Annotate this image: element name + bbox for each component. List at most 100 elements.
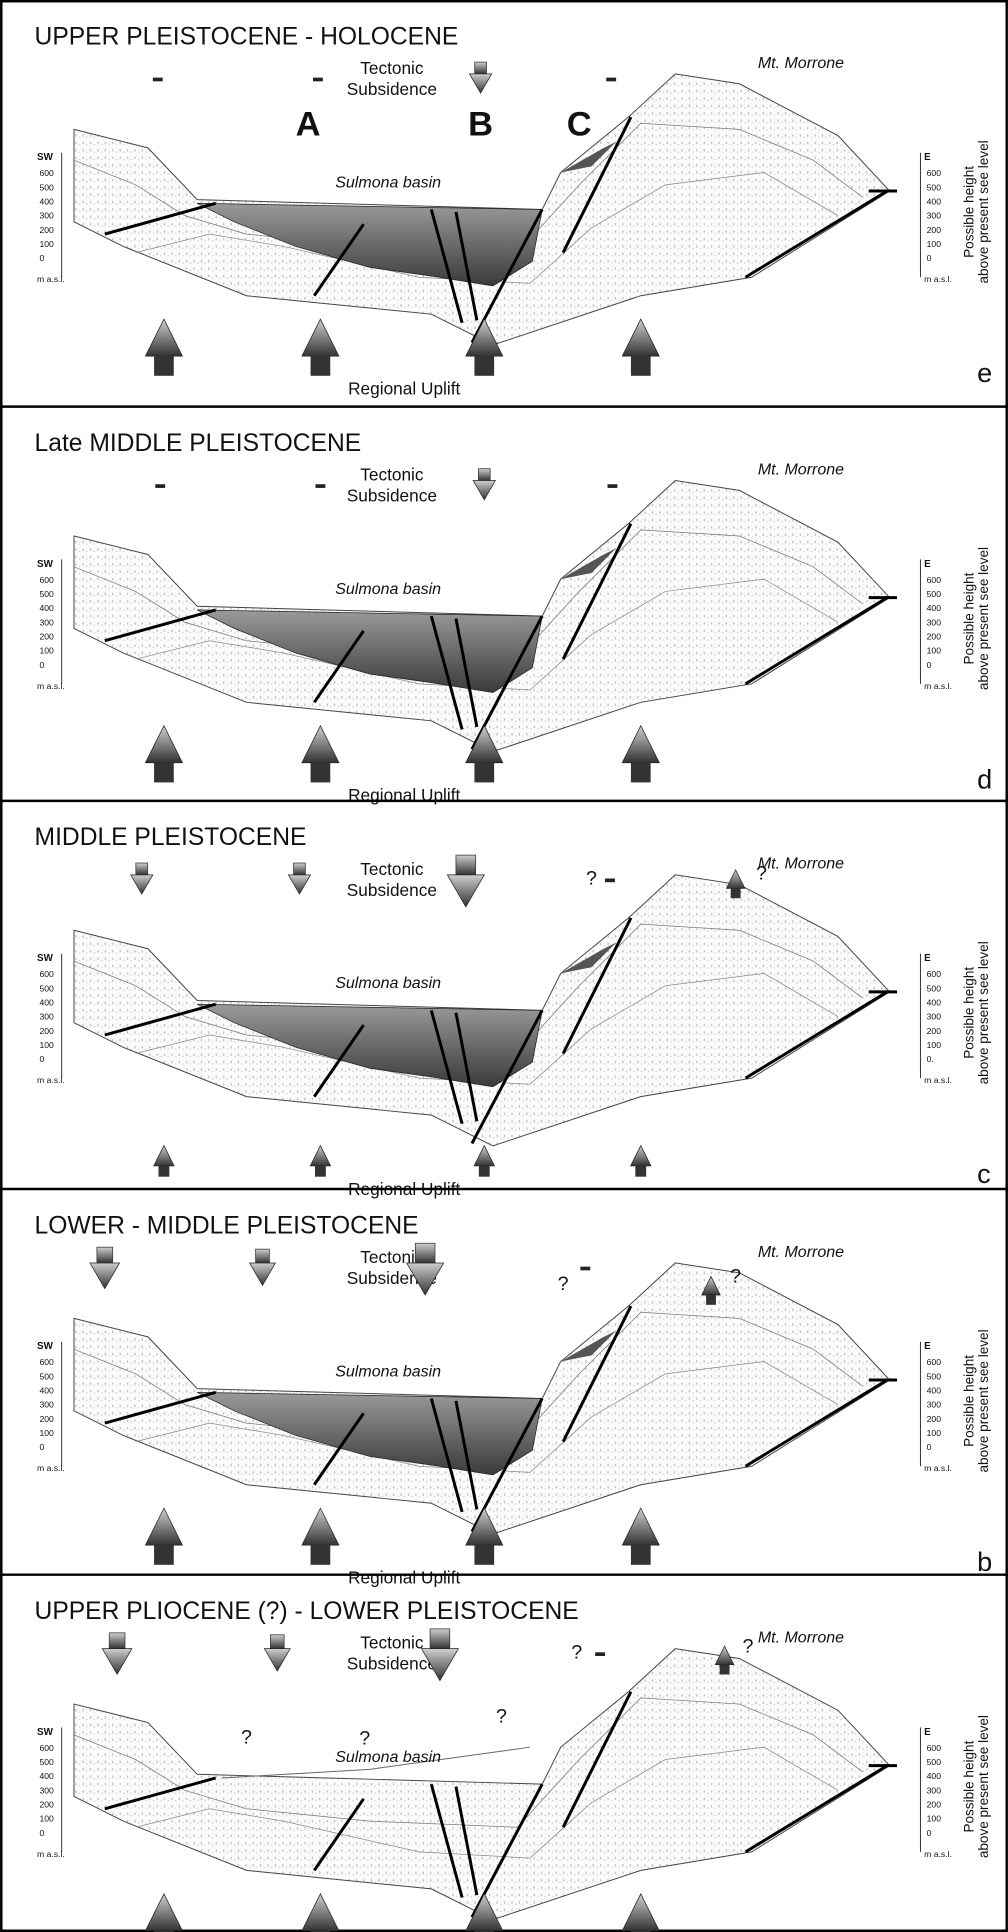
uplift-arrow-base — [311, 763, 331, 783]
scale-tick-label: 300 — [927, 211, 942, 221]
scale-tick-label: 600 — [39, 168, 54, 178]
basin-label: Sulmona basin — [335, 174, 441, 191]
panel: Late MIDDLE PLEISTOCENEdTectonicSubsiden… — [0, 407, 1008, 805]
scale-tick-label: 0 — [39, 660, 44, 670]
scale-unit: m a.s.l. — [924, 681, 952, 691]
scale-note: Possible height — [961, 1355, 976, 1447]
scale-tick-label: 300 — [927, 1400, 942, 1410]
scale-tick-label: 0 — [927, 660, 932, 670]
uplift-arrow — [302, 726, 339, 763]
neutral-marker — [608, 484, 618, 488]
scale-tick-label: 300 — [927, 1012, 942, 1022]
scale-head: E — [924, 1727, 931, 1738]
uplift-arrow — [145, 1508, 182, 1545]
uplift-arrow — [310, 1146, 330, 1166]
scale-tick-label: 100 — [927, 239, 942, 249]
subsidence-arrow-base — [270, 1635, 284, 1649]
subsidence-label: Tectonic — [360, 58, 424, 78]
uplift-arrow — [726, 870, 744, 888]
uplift-arrow-base — [474, 356, 494, 376]
scale-tick-label: 0 — [39, 1828, 44, 1838]
scale-tick-label: 300 — [39, 1400, 54, 1410]
scale-tick-label: 300 — [39, 211, 54, 221]
scale-tick-label: 400 — [39, 1386, 54, 1396]
panel-letter: e — [977, 357, 992, 388]
subsidence-label: Tectonic — [360, 1633, 424, 1653]
scale-tick-label: 100 — [39, 1040, 54, 1050]
uplift-arrow-base — [706, 1295, 716, 1305]
panel: LOWER - MIDDLE PLEISTOCENEbTectonicSubsi… — [0, 1189, 1008, 1587]
neutral-marker — [315, 484, 325, 488]
scale-tick-label: 500 — [39, 182, 54, 192]
scale-unit: m a.s.l. — [37, 1463, 65, 1473]
uplift-arrow-base — [635, 1166, 646, 1177]
subsidence-arrow — [288, 875, 310, 894]
scale-tick-label: 200 — [927, 1414, 942, 1424]
scale-tick-label: 200 — [39, 225, 54, 235]
uplift-arrow — [622, 1508, 659, 1545]
scale-tick-label: 500 — [927, 1757, 942, 1767]
neutral-marker — [605, 879, 615, 883]
scale-tick-label: 500 — [927, 589, 942, 599]
uplift-arrow-base — [720, 1665, 730, 1675]
question-mark: ? — [496, 1706, 507, 1728]
scale-tick-label: 600 — [927, 168, 942, 178]
question-mark: ? — [586, 868, 597, 890]
neutral-marker — [153, 78, 163, 82]
figure: UPPER PLEISTOCENE - HOLOCENEeTectonicSub… — [0, 0, 1008, 1932]
scale-note: Possible height — [961, 967, 976, 1059]
scale-head: SW — [37, 1341, 54, 1352]
uplift-arrow-base — [474, 763, 494, 783]
panel-title: UPPER PLIOCENE (?) - LOWER PLEISTOCENE — [35, 1598, 579, 1625]
scale-tick-label: 400 — [39, 1771, 54, 1781]
scale-note: Possible height — [961, 1740, 976, 1832]
subsidence-label: Subsidence — [347, 79, 437, 99]
scale-tick-label: 200 — [39, 1800, 54, 1810]
scale-tick-label: 200 — [927, 631, 942, 641]
scale-tick-label: 400 — [927, 1386, 942, 1396]
scale-head: E — [924, 559, 931, 570]
subsidence-arrow-base — [475, 62, 487, 74]
scale-tick-label: 500 — [39, 589, 54, 599]
subsidence-arrow-base — [294, 863, 306, 875]
scale-tick-label: 100 — [927, 1814, 942, 1824]
scale-tick-label: 600 — [927, 969, 942, 979]
subsidence-arrow — [264, 1649, 290, 1671]
scale-tick-label: 300 — [927, 617, 942, 627]
panel-letter: d — [977, 764, 992, 795]
scale-tick-label: 100 — [927, 1040, 942, 1050]
scale-head: E — [924, 152, 931, 163]
uplift-arrow — [302, 319, 339, 356]
subsidence-arrow — [473, 481, 495, 500]
scale-tick-label: 300 — [927, 1785, 942, 1795]
scale-tick-label: 600 — [927, 1357, 942, 1367]
subsidence-arrow-base — [430, 1629, 450, 1649]
panel-title: Late MIDDLE PLEISTOCENE — [35, 430, 362, 457]
subsidence-arrow-base — [136, 863, 148, 875]
scale-tick-label: 200 — [927, 1800, 942, 1810]
scale-tick-label: 400 — [927, 603, 942, 613]
scale-head: SW — [37, 152, 54, 163]
scale-tick-label: 600 — [927, 575, 942, 585]
uplift-arrow-base — [731, 888, 741, 898]
scale-tick-label: 0 — [927, 1828, 932, 1838]
subsidence-arrow — [447, 875, 484, 907]
scale-tick-label: 0 — [927, 1442, 932, 1452]
subsidence-arrow-base — [456, 855, 476, 875]
neutral-marker — [155, 484, 165, 488]
scale-tick-label: 100 — [39, 646, 54, 656]
subsidence-label: Subsidence — [347, 1654, 437, 1674]
scale-note: above present see level — [976, 941, 991, 1084]
scale-tick-label: 500 — [39, 1371, 54, 1381]
scale-tick-label: 200 — [39, 631, 54, 641]
scale-tick-label: 600 — [39, 1743, 54, 1753]
uplift-arrow — [154, 1146, 174, 1166]
uplift-arrow-base — [631, 763, 651, 783]
panel-title: UPPER PLEISTOCENE - HOLOCENE — [35, 23, 459, 50]
scale-unit: m a.s.l. — [924, 1463, 952, 1473]
subsidence-arrow — [250, 1263, 276, 1285]
page: UPPER PLEISTOCENE - HOLOCENEeTectonicSub… — [0, 0, 1008, 1932]
mountain-label: Mt. Morrone — [758, 461, 844, 478]
panel: UPPER PLEISTOCENE - HOLOCENE e TectonicSub… — [35, 23, 993, 398]
section-marker: C — [567, 106, 592, 144]
